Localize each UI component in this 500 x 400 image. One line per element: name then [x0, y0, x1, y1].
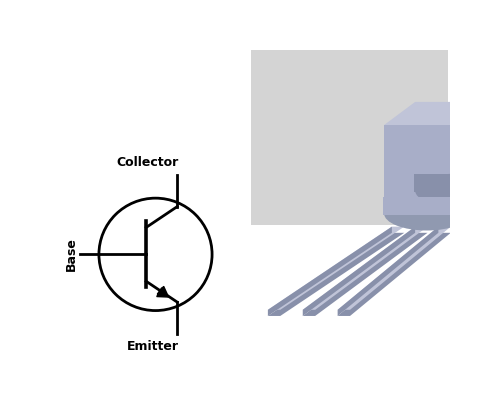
- Bar: [251, 50, 448, 225]
- Polygon shape: [268, 227, 404, 310]
- Polygon shape: [303, 227, 415, 316]
- Polygon shape: [384, 102, 500, 125]
- Polygon shape: [384, 125, 470, 214]
- Text: Emitter: Emitter: [127, 340, 179, 353]
- Polygon shape: [338, 227, 438, 316]
- Polygon shape: [303, 233, 428, 316]
- Polygon shape: [338, 233, 451, 316]
- Polygon shape: [470, 102, 500, 214]
- Bar: [382, 197, 471, 215]
- Bar: [414, 174, 500, 192]
- Polygon shape: [268, 233, 404, 316]
- Polygon shape: [338, 227, 451, 310]
- Polygon shape: [268, 227, 392, 316]
- Polygon shape: [303, 227, 428, 310]
- Ellipse shape: [384, 197, 470, 230]
- Text: Collector: Collector: [116, 156, 179, 169]
- Ellipse shape: [415, 174, 500, 207]
- FancyArrow shape: [156, 286, 168, 297]
- Text: Base: Base: [66, 238, 78, 271]
